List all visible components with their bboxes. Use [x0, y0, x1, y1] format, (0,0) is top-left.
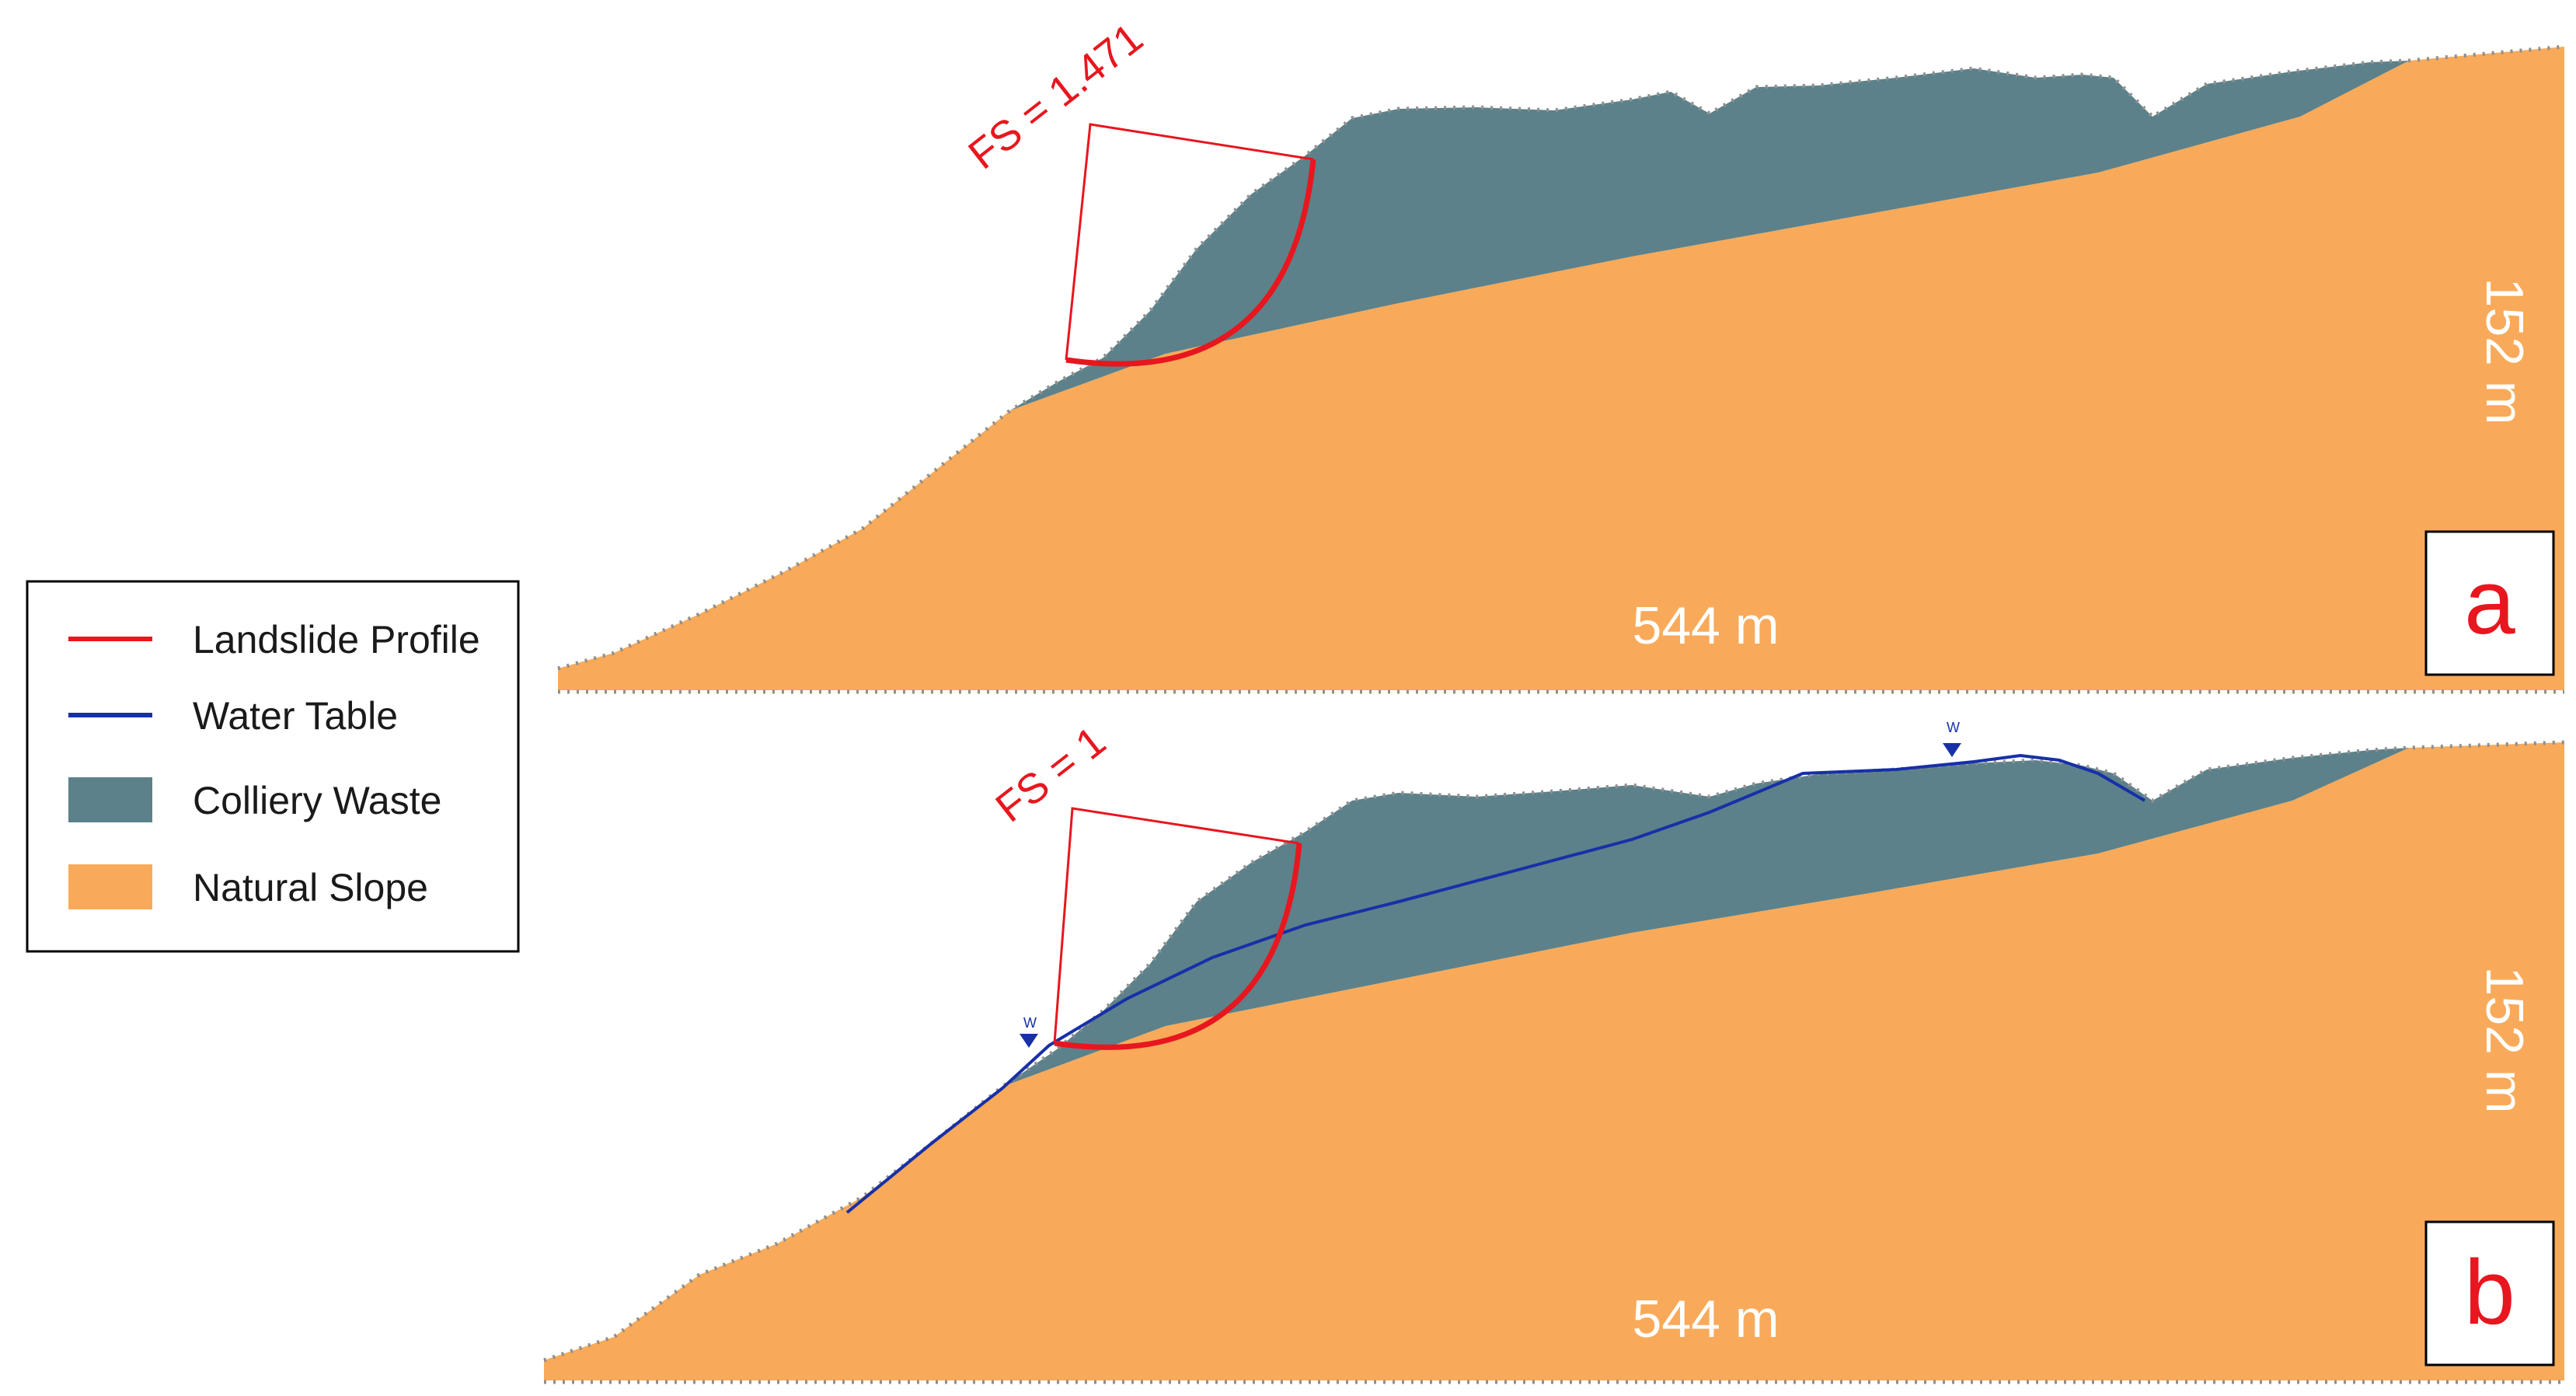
panel-a-letter: a — [2464, 551, 2515, 654]
panel-b-height-dimension: 152 m — [2475, 967, 2534, 1114]
panel-b-colliery-waste — [1002, 748, 2409, 1087]
panel-b-slip-surface-arc — [1054, 843, 1302, 1050]
panel-b-water-table-marker-left: W — [1023, 1015, 1037, 1031]
panel-b-letter: b — [2464, 1241, 2515, 1344]
panel-b-water-table-marker-right: W — [1947, 720, 1960, 735]
panel-b-water-table-line — [845, 753, 2146, 1214]
panel-b-water-table-marker-right-icon — [1943, 743, 1961, 757]
panel-b-ground-surface — [543, 740, 2565, 1363]
panel-a-fs-label: FS = 1.471 — [960, 15, 1151, 179]
panel-b-width-dimension: 544 m — [1633, 1290, 1779, 1349]
panel-a: FS = 1.471 544 m 152 m a — [557, 15, 2565, 694]
panel-a-natural-slope — [558, 47, 2564, 690]
panel-b-slip-circle-radius-lines — [1053, 807, 1300, 1044]
panel-a-width-dimension: 544 m — [1633, 596, 1779, 655]
panel-b: W W FS = 1 544 m 152 m b — [543, 717, 2565, 1384]
panel-a-colliery-waste — [1010, 61, 2409, 410]
legend-colliery-waste-label: Colliery Waste — [193, 779, 441, 822]
legend-natural-slope-swatch — [68, 864, 152, 909]
legend-landslide-profile-label: Landslide Profile — [193, 618, 480, 661]
legend: Landslide Profile Water Table Colliery W… — [26, 580, 520, 953]
legend-water-table-label: Water Table — [193, 694, 398, 738]
panel-b-letter-box — [2424, 1220, 2555, 1366]
panel-a-height-dimension: 152 m — [2475, 278, 2534, 425]
panel-a-letter-box — [2424, 530, 2555, 676]
legend-colliery-waste-swatch — [68, 777, 152, 822]
panel-b-landslide-profile — [1053, 807, 1302, 1050]
panel-a-slip-circle-radius-lines — [1065, 123, 1314, 361]
legend-natural-slope-label: Natural Slope — [193, 866, 428, 909]
panel-a-slip-surface-arc — [1065, 159, 1316, 367]
panel-a-landslide-profile — [1065, 123, 1316, 367]
panel-b-fs-label: FS = 1 — [987, 717, 1114, 831]
panel-b-water-table-marker-left-icon — [1020, 1034, 1038, 1048]
panel-b-natural-slope — [544, 742, 2564, 1380]
panel-b-water-table: W W — [845, 720, 2146, 1214]
